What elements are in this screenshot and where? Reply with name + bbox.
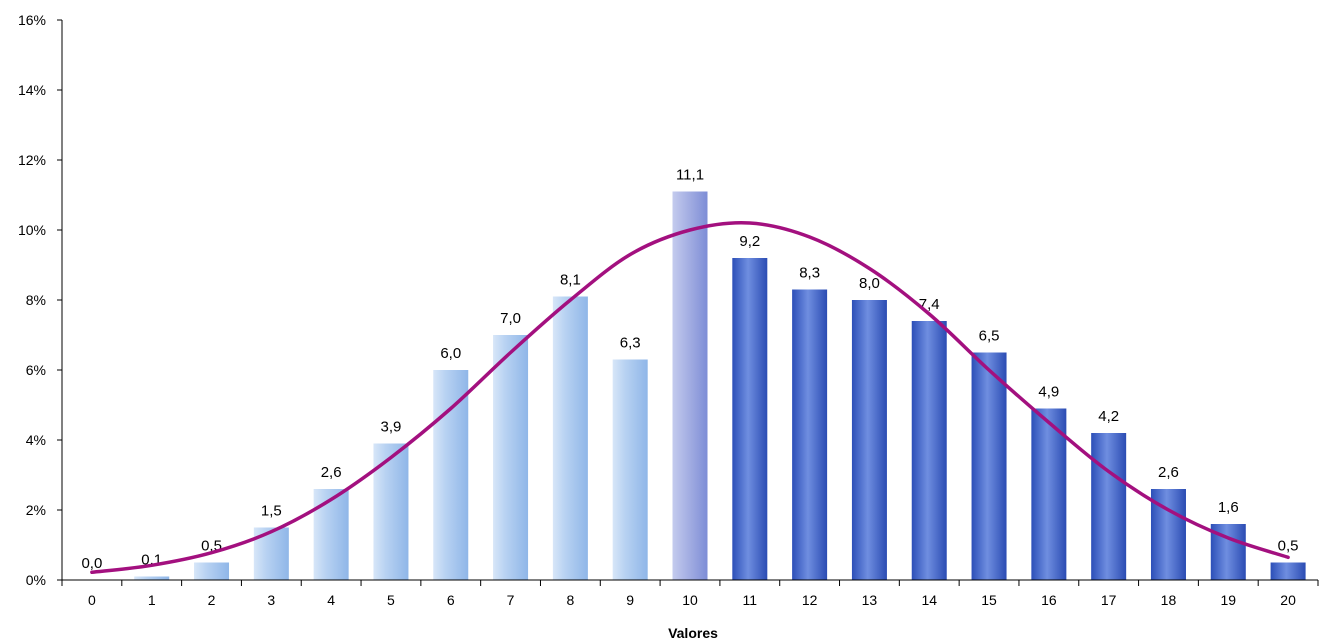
x-tick-label: 14 xyxy=(921,592,937,608)
distribution-curve-line xyxy=(90,220,1290,575)
x-tick-label: 9 xyxy=(626,592,634,608)
data-label-15: 6,5 xyxy=(979,328,1000,345)
y-tick-label: 0% xyxy=(26,572,46,588)
x-tick-label: 16 xyxy=(1041,592,1057,608)
data-label-20: 0,5 xyxy=(1278,538,1299,555)
y-tick-label: 6% xyxy=(26,362,46,378)
data-labels: 0,0 0,10,51,52,63,96,07,08,16,311,19,28,3… xyxy=(81,167,1298,573)
data-label-12: 8,3 xyxy=(799,265,820,282)
x-tick-label: 20 xyxy=(1280,592,1296,608)
bar-17 xyxy=(1091,433,1127,580)
x-tick-label: 4 xyxy=(327,592,335,608)
data-label-3: 1,5 xyxy=(261,503,282,520)
data-label-7: 7,0 xyxy=(500,310,521,327)
y-tick-label: 10% xyxy=(18,222,46,238)
data-label-9: 6,3 xyxy=(620,335,641,352)
data-label-17: 4,2 xyxy=(1098,408,1119,425)
data-label-10: 11,1 xyxy=(676,167,704,184)
data-label-14: 7,4 xyxy=(919,296,940,313)
bar-8 xyxy=(552,296,588,580)
bar-7 xyxy=(493,335,529,580)
data-label-11: 9,2 xyxy=(739,233,760,250)
bars xyxy=(134,191,1306,580)
bar-16 xyxy=(1031,408,1067,580)
y-tick-label: 12% xyxy=(18,152,46,168)
bar-10 xyxy=(672,191,708,580)
data-label-6: 6,0 xyxy=(440,345,461,362)
y-axis: 0% 2% 4% 6% 8% 10% 12% 14% 16% xyxy=(18,12,63,588)
x-tick-label: 1 xyxy=(148,592,156,608)
x-tick-label: 17 xyxy=(1101,592,1117,608)
x-tick-label: 3 xyxy=(267,592,275,608)
data-label-4: 2,6 xyxy=(321,464,342,481)
x-tick-label: 8 xyxy=(566,592,574,608)
bar-2 xyxy=(194,562,230,580)
data-label-5: 3,9 xyxy=(381,419,402,436)
bar-1 xyxy=(134,576,170,580)
x-tick-label: 6 xyxy=(447,592,455,608)
x-tick-label: 0 xyxy=(88,592,96,608)
data-label-8: 8,1 xyxy=(560,272,581,289)
bar-6 xyxy=(433,370,469,580)
y-tick-label: 4% xyxy=(26,432,46,448)
y-tick-label: 2% xyxy=(26,502,46,518)
bar-14 xyxy=(911,321,947,580)
bar-5 xyxy=(373,443,409,580)
y-tick-label: 8% xyxy=(26,292,46,308)
bar-11 xyxy=(732,258,768,580)
x-tick-label: 19 xyxy=(1220,592,1236,608)
x-axis-title: Valores xyxy=(668,625,718,641)
data-label-0: 0,0 xyxy=(81,555,102,572)
bar-9 xyxy=(612,359,648,580)
y-tick-label: 14% xyxy=(18,82,46,98)
x-tick-label: 12 xyxy=(802,592,818,608)
x-tick-label: 10 xyxy=(682,592,698,608)
x-tick-label: 18 xyxy=(1161,592,1177,608)
x-tick-label: 13 xyxy=(862,592,878,608)
data-label-16: 4,9 xyxy=(1038,384,1059,401)
x-axis: 0 1 2 3 4 5 6 7 8 9 10 11 12 13 14 15 16 17 18 19 20 xyxy=(61,579,1319,608)
bar-4 xyxy=(313,489,349,580)
data-label-18: 2,6 xyxy=(1158,464,1179,481)
bar-20 xyxy=(1270,562,1306,580)
x-tick-label: 15 xyxy=(981,592,997,608)
bar-12 xyxy=(792,289,828,580)
bar-13 xyxy=(851,300,887,580)
data-label-13: 8,0 xyxy=(859,275,880,292)
x-tick-label: 5 xyxy=(387,592,395,608)
x-tick-label: 7 xyxy=(507,592,515,608)
x-tick-label: 2 xyxy=(208,592,216,608)
y-tick-label: 16% xyxy=(18,12,46,28)
distribution-curve xyxy=(90,220,1290,575)
data-label-19: 1,6 xyxy=(1218,499,1239,516)
bar-15 xyxy=(971,352,1007,580)
x-tick-label: 11 xyxy=(743,592,758,608)
